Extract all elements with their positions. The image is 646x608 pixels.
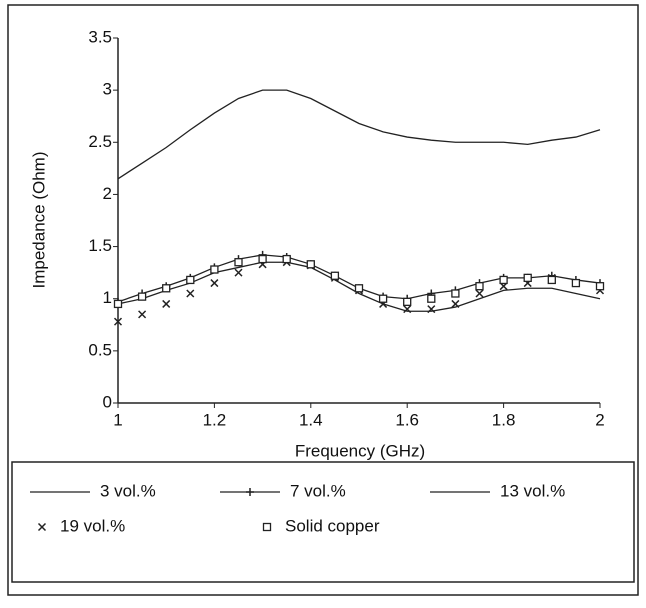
marker [210, 265, 219, 274]
legend-label: 19 vol.% [60, 516, 125, 535]
marker [354, 284, 364, 293]
marker [138, 310, 147, 319]
marker [571, 278, 581, 288]
y-tick-label: 0 [103, 392, 112, 411]
legend-marker [246, 488, 254, 496]
marker [234, 268, 243, 277]
y-tick-label: 0.5 [88, 340, 112, 359]
marker [113, 299, 123, 309]
marker [547, 275, 556, 285]
marker [162, 284, 171, 293]
marker [595, 282, 605, 291]
x-tick-label: 1.4 [299, 410, 323, 429]
y-tick-label: 1 [103, 288, 112, 307]
marker [523, 273, 532, 283]
x-tick-label: 2 [595, 410, 604, 429]
marker [137, 292, 147, 301]
marker [113, 317, 123, 326]
y-tick-label: 1.5 [88, 236, 112, 255]
marker [186, 289, 195, 298]
marker [403, 305, 412, 314]
marker [330, 271, 340, 280]
marker [234, 258, 243, 267]
legend-label: Solid copper [285, 516, 380, 535]
marker [162, 299, 171, 308]
x-tick-label: 1.2 [203, 410, 227, 429]
marker [186, 275, 195, 285]
marker [427, 305, 436, 314]
marker [427, 294, 436, 303]
legend-label: 13 vol.% [500, 481, 565, 500]
series-line [117, 89, 601, 180]
x-tick-label: 1.8 [492, 410, 516, 429]
legend-label: 7 vol.% [290, 481, 346, 500]
marker [499, 275, 508, 285]
y-tick-label: 2.5 [88, 132, 112, 151]
marker [475, 282, 484, 291]
series-line [117, 261, 601, 312]
marker [451, 289, 460, 298]
legend-marker [37, 522, 47, 532]
marker [451, 299, 460, 308]
marker [475, 289, 484, 298]
x-tick-label: 1 [113, 410, 122, 429]
marker [403, 297, 412, 306]
y-tick-label: 3 [103, 80, 112, 99]
marker [306, 260, 315, 269]
marker [282, 254, 291, 264]
legend-frame [11, 461, 635, 583]
marker [210, 279, 219, 288]
marker [258, 254, 267, 264]
marker [378, 294, 388, 303]
x-tick-label: 1.6 [395, 410, 419, 429]
x-axis-title: Frequency (GHz) [295, 441, 425, 460]
y-tick-label: 3.5 [88, 27, 112, 46]
legend-marker [262, 522, 272, 532]
y-axis-title: Impedance (Ohm) [29, 152, 48, 289]
y-tick-label: 2 [103, 184, 112, 203]
outer-frame [7, 4, 639, 596]
legend-label: 3 vol.% [100, 481, 156, 500]
